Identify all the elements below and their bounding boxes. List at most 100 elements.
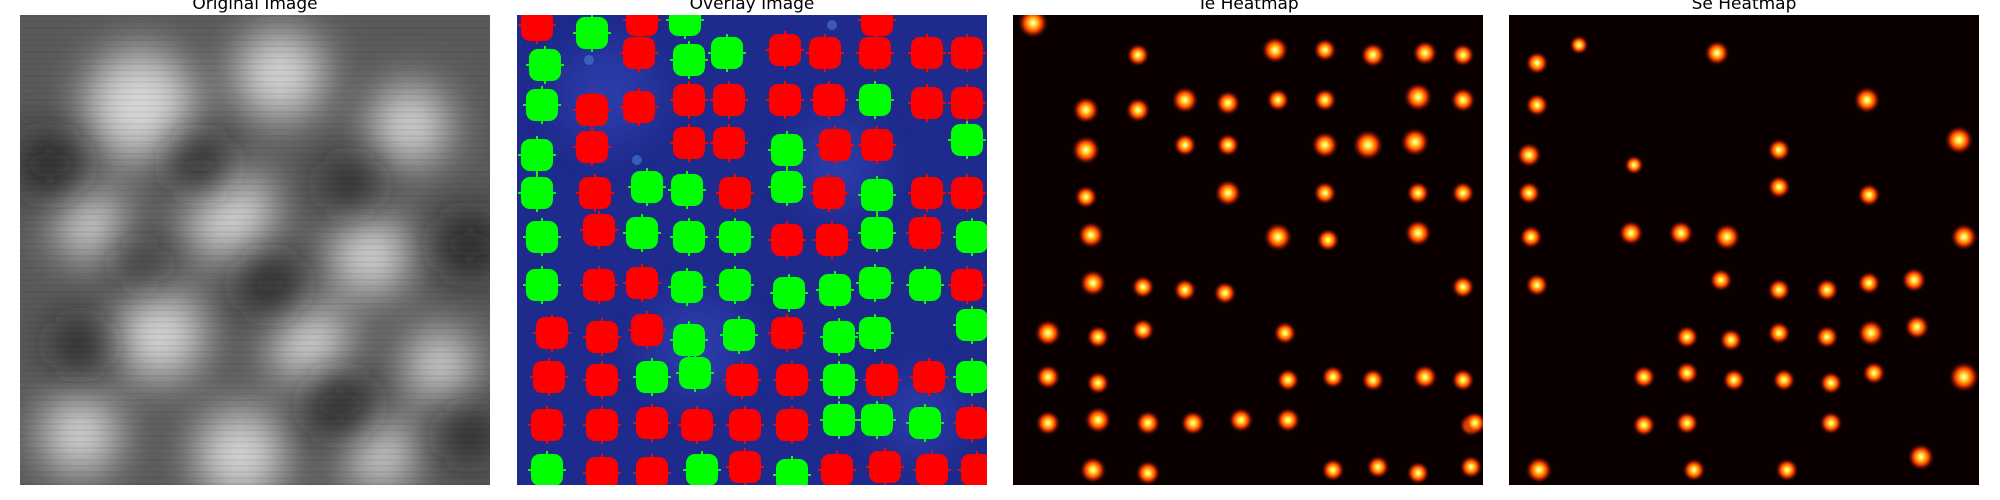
se-atom-marker (953, 404, 987, 442)
te-atom-marker (858, 214, 896, 252)
te-atom-marker (528, 451, 566, 485)
te-hotspots (1017, 15, 1483, 485)
te-atom-marker (820, 361, 858, 399)
te-atom-marker (676, 354, 714, 392)
te-atom-marker (526, 46, 564, 84)
te-atom-marker (953, 218, 987, 256)
se-atom-marker (583, 454, 621, 485)
heat-spot (1767, 175, 1791, 199)
se-atom-marker (633, 454, 671, 485)
heat-spot (1072, 96, 1100, 124)
heat-spot (1173, 133, 1197, 157)
se-atom-marker (816, 126, 854, 164)
te-atom-marker (720, 316, 758, 354)
se-atom-marker (766, 81, 804, 119)
heat-spot (1261, 36, 1289, 64)
heat-spot (1525, 93, 1549, 117)
heat-spot (1463, 411, 1483, 435)
heat-spot (1525, 456, 1553, 484)
heat-spot (1266, 88, 1290, 112)
se-atom-marker (633, 404, 671, 442)
heat-spot (1525, 273, 1549, 297)
se-hotspots (1516, 35, 1979, 484)
se-atom-marker (533, 314, 571, 352)
te-atom-marker (518, 136, 556, 174)
se-atom-marker (863, 361, 901, 399)
te-atom-marker (820, 318, 858, 356)
se-atom-marker (710, 124, 748, 162)
se-atom-marker (580, 266, 618, 304)
heat-spot (1862, 361, 1886, 385)
se-atom-marker (948, 84, 986, 122)
heat-spot (1086, 371, 1110, 395)
se-atom-marker (670, 124, 708, 162)
overlay-image (517, 15, 987, 485)
heat-spot (1313, 181, 1337, 205)
heat-spot (1313, 88, 1337, 112)
heat-spot (1944, 125, 1974, 155)
te-atom-marker (768, 131, 806, 169)
se-atom-marker (913, 451, 951, 485)
te-atom-marker (683, 451, 721, 485)
panel-title: Te Heatmap (1197, 0, 1299, 14)
heat-spot (1173, 278, 1197, 302)
heat-spot (1400, 127, 1430, 157)
se-atom-marker (948, 266, 986, 304)
heat-spot (1404, 219, 1432, 247)
heat-spot (1709, 268, 1733, 292)
heat-spot (1131, 275, 1155, 299)
heat-spot (1403, 82, 1433, 112)
atom-markers (518, 15, 987, 485)
heat-spot (1131, 318, 1155, 342)
heat-spot (1451, 43, 1475, 67)
se-atom-marker (576, 174, 614, 212)
se-atom-marker (858, 126, 896, 164)
heat-spot (1632, 365, 1656, 389)
se-atom-marker (670, 81, 708, 119)
heat-spot (1450, 87, 1476, 113)
heat-spot (1017, 15, 1049, 39)
te-atom-marker (953, 306, 987, 344)
original-image (20, 15, 490, 485)
heat-spot (1815, 325, 1839, 349)
heat-spot (1948, 361, 1979, 393)
se-atom-marker (766, 31, 804, 69)
te-atom-marker (670, 321, 708, 359)
heat-spot (1907, 443, 1935, 471)
te-atom-marker (670, 41, 708, 79)
se-atom-marker (908, 34, 946, 72)
se-atom-marker (773, 406, 811, 444)
se-atom-marker (806, 34, 844, 72)
te-atom-marker (670, 218, 708, 256)
heat-spot (1569, 35, 1589, 55)
heat-spot (1451, 368, 1475, 392)
heat-spot (1126, 43, 1150, 67)
heat-spot (1459, 455, 1483, 479)
heat-spot (1704, 40, 1730, 66)
te-atom-marker (773, 456, 811, 485)
heat-spot (1321, 458, 1345, 482)
heat-spot (1311, 131, 1339, 159)
heat-spot (1215, 90, 1241, 116)
heat-spot (1624, 155, 1644, 175)
te-atom-marker (708, 34, 746, 72)
panel-overlay-image: Overlay Image (517, 0, 987, 500)
heat-spot (1767, 321, 1791, 345)
te-atom-marker (623, 214, 661, 252)
heat-spot (1034, 319, 1062, 347)
heat-spot (1125, 97, 1151, 123)
se-atom-marker (768, 221, 806, 259)
se-atom-marker (906, 214, 944, 252)
heat-spot (1360, 42, 1386, 68)
te-atom-marker (948, 121, 986, 159)
heat-spot (1275, 407, 1301, 433)
te-atom-marker (523, 266, 561, 304)
heat-spot (1035, 410, 1061, 436)
heat-spot (1316, 228, 1340, 252)
heat-spot (1525, 51, 1549, 75)
heat-spot (1719, 328, 1743, 352)
heat-spot (1084, 406, 1112, 434)
se-atom-marker (583, 406, 621, 444)
se-atom-marker (948, 174, 986, 212)
te-atom-marker (820, 401, 858, 439)
